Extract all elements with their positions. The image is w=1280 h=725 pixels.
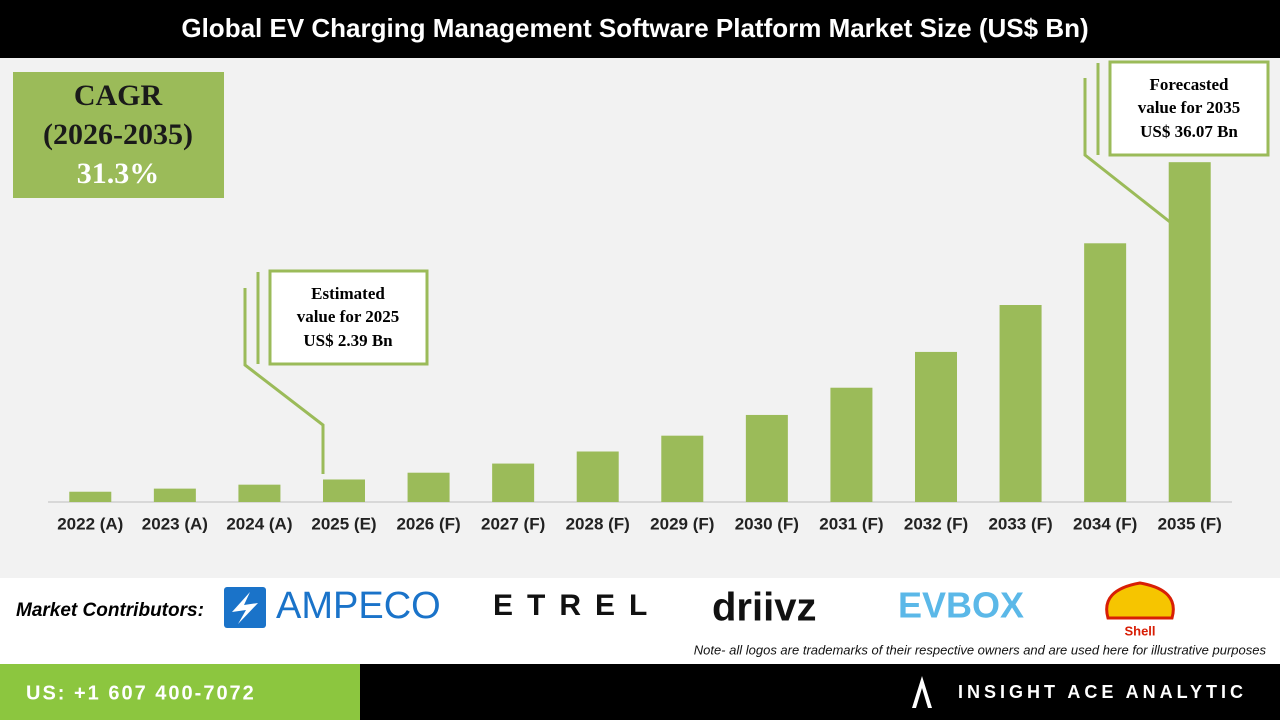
x-tick-label: 2031 (F): [819, 514, 883, 533]
bar: [153, 488, 196, 502]
cagr-box: [13, 72, 224, 198]
cagr-period: (2026-2035): [43, 118, 193, 151]
brand: INSIGHT ACE ANALYTIC: [958, 682, 1247, 702]
bar: [492, 463, 535, 502]
logo: AMPECO: [276, 585, 441, 627]
callout-box: [1108, 60, 1270, 157]
ampeco-bolt: [232, 592, 258, 624]
callout-text: US$ 2.39 Bn: [303, 331, 393, 350]
x-tick-label: 2025 (E): [311, 514, 376, 533]
note: Note- all logos are trademarks of their …: [694, 642, 1267, 657]
callout-leader: [1083, 78, 1171, 224]
callout-text: US$ 36.07 Bn: [1140, 122, 1238, 141]
bar: [915, 351, 957, 502]
callout-leader: [243, 288, 325, 474]
contributors-label: Market Contributors:: [16, 600, 204, 621]
callout-2025: [243, 269, 429, 474]
bar: [830, 387, 873, 502]
brand-bar: [360, 664, 1280, 720]
bar: [576, 451, 619, 502]
shell-emblem: [1105, 581, 1175, 620]
contributors-strip: [0, 578, 1280, 664]
bar: [238, 484, 281, 502]
x-tick-label: 2029 (F): [650, 514, 714, 533]
logo: driivz: [712, 586, 816, 630]
x-tick-label: 2034 (F): [1073, 514, 1137, 533]
x-tick-label: 2022 (A): [57, 514, 123, 533]
chart-title: Global EV Charging Management Software P…: [181, 13, 1088, 43]
bar: [323, 479, 365, 502]
callout-2035: [1083, 60, 1270, 224]
x-tick-label: 2028 (F): [566, 514, 630, 533]
phone-bar: [0, 664, 360, 720]
bar: [661, 435, 704, 502]
bar: [1168, 162, 1211, 503]
bar: [745, 414, 788, 502]
title-bar: [0, 0, 1280, 58]
callout-text: Forecasted: [1150, 75, 1230, 94]
bar: [999, 305, 1042, 502]
x-tick-label: 2026 (F): [396, 514, 460, 533]
bars: 2022 (A) 2023 (A) 2024 (A) 2025 (E) 2026 (F)…: [57, 162, 1222, 533]
phone: US: +1 607 400-7072: [26, 682, 256, 704]
x-tick-label: 2024 (A): [226, 514, 292, 533]
callout-box: [268, 269, 429, 366]
logo: ETREL: [493, 589, 661, 622]
logo: EVBOX: [898, 585, 1024, 626]
brand-icon: [912, 676, 932, 708]
logo: Shell: [1124, 623, 1155, 638]
bar: [407, 472, 450, 502]
x-tick-label: 2023 (A): [142, 514, 208, 533]
callout-text: Estimated: [311, 284, 385, 303]
callout-text: value for 2035: [1138, 98, 1241, 117]
x-tick-label: 2032 (F): [904, 514, 968, 533]
x-tick-label: 2027 (F): [481, 514, 545, 533]
bar: [1084, 243, 1127, 502]
bar: [69, 491, 112, 502]
cagr-label: CAGR: [74, 79, 163, 112]
x-tick-label: 2035 (F): [1158, 514, 1222, 533]
x-tick-label: 2033 (F): [988, 514, 1052, 533]
x-tick-label: 2030 (F): [735, 514, 799, 533]
cagr-value: 31.3%: [77, 157, 160, 190]
callout-text: value for 2025: [297, 307, 400, 326]
